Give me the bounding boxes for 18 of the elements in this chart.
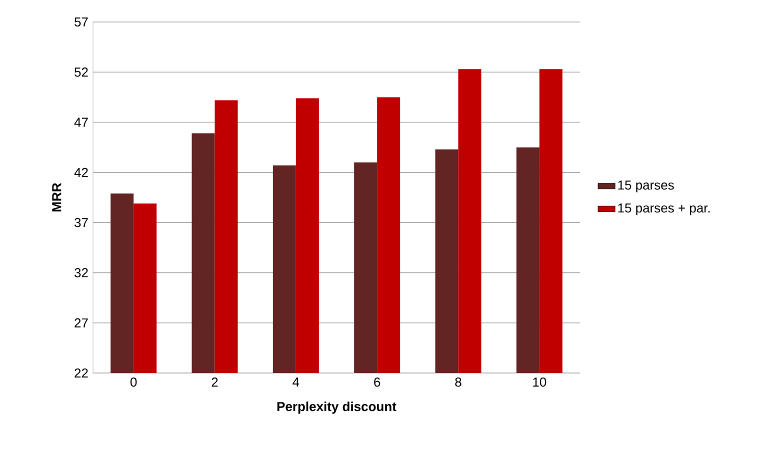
- x-tick-label: 8: [455, 378, 462, 387]
- x-tick-label: 4: [292, 378, 300, 386]
- legend-label: 15 parses + par.: [618, 203, 710, 216]
- y-tick-label: 57: [74, 17, 88, 27]
- y-tick-label: 47: [74, 118, 88, 127]
- y-tick-label: 22: [74, 368, 88, 378]
- y-axis-title: MRR: [52, 182, 62, 212]
- y-tick-label: 32: [74, 268, 88, 278]
- legend-label: 15 parses: [618, 180, 674, 192]
- y-tick-label: 37: [74, 218, 88, 228]
- y-tick-label: 42: [74, 168, 88, 177]
- x-tick-label: 10: [533, 378, 546, 387]
- x-axis-title: Perplexity discount: [277, 402, 396, 414]
- y-tick-label: 52: [74, 68, 88, 77]
- x-tick-label: 0: [130, 378, 137, 387]
- y-tick-label: 27: [74, 318, 88, 328]
- x-tick-label: 2: [212, 378, 218, 387]
- x-tick-label: 6: [374, 378, 380, 387]
